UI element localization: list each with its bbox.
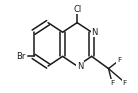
Text: N: N [91, 28, 98, 37]
Text: Cl: Cl [73, 5, 81, 14]
Text: F: F [110, 80, 114, 86]
Text: N: N [77, 62, 83, 70]
Text: F: F [123, 80, 127, 86]
Text: F: F [117, 57, 121, 63]
Text: Br: Br [16, 52, 25, 61]
